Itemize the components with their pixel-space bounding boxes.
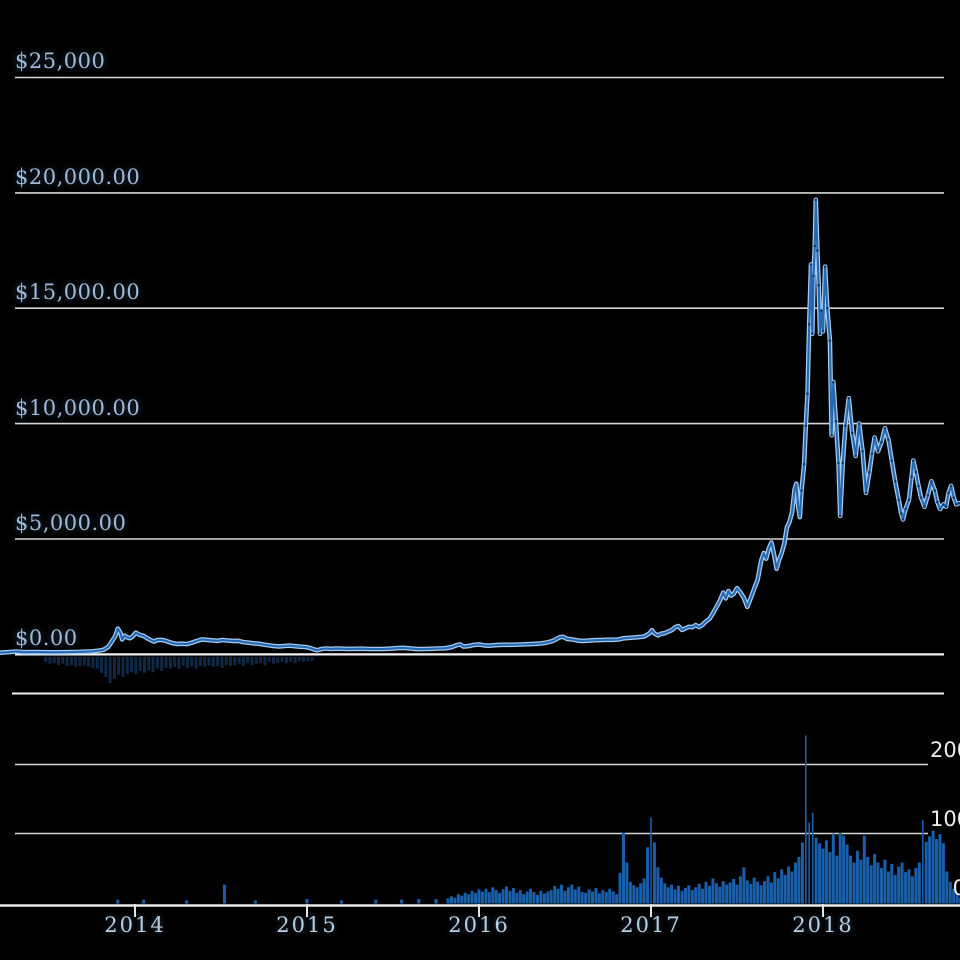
volume-axis-label-0: 200 (930, 737, 960, 762)
volume-axis-label-1: 100 (930, 806, 960, 831)
year-label-2017: 2017 (620, 913, 682, 937)
price-axis-label-1: $20,000.00 (15, 164, 141, 189)
year-label-2018: 2018 (792, 913, 854, 937)
year-label-2014: 2014 (104, 913, 166, 937)
year-label-2015: 2015 (276, 913, 338, 937)
volume-axis-label-2: 0 (952, 875, 960, 900)
price-axis-label-0: $25,000 (15, 49, 106, 74)
price-axis-label-4: $5,000.00 (15, 511, 127, 535)
year-label-2016: 2016 (448, 913, 510, 937)
price-axis-label-2: $15,000.00 (15, 280, 141, 305)
price-axis-label-5: $0.00 (15, 626, 78, 651)
price-axis-label-3: $10,000.00 (15, 395, 141, 420)
